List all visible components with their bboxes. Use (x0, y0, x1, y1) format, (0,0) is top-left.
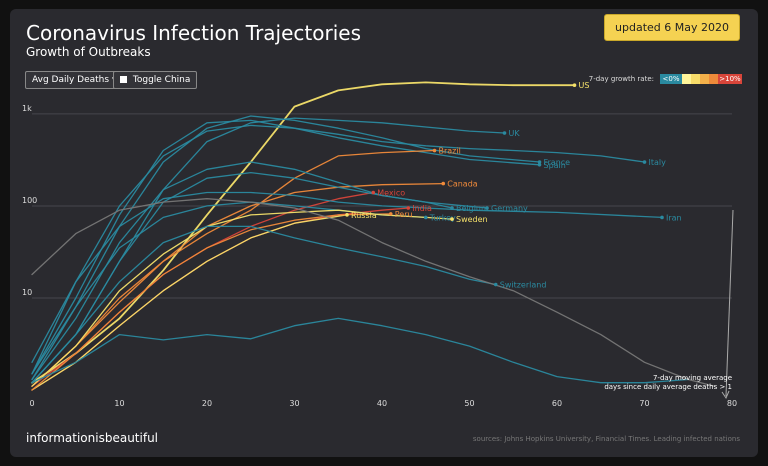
series-label: Spain (544, 161, 566, 170)
y-tick-label: 10 (22, 288, 32, 297)
legend-swatch (682, 74, 691, 84)
y-tick-label: 1k (22, 104, 32, 113)
series-line (31, 198, 716, 387)
updated-badge: updated 6 May 2020 (604, 14, 740, 41)
checkbox-icon (120, 76, 127, 83)
series-line-sweden (31, 209, 453, 387)
x-tick-label: 80 (727, 399, 737, 408)
series-end-dot (493, 282, 498, 287)
series-line (31, 317, 689, 384)
series-end-dot (642, 160, 647, 164)
series-line-switzerland (31, 225, 497, 384)
x-tick-label: 50 (464, 399, 474, 408)
chart-subtitle: Growth of Outbreaks (26, 45, 151, 59)
series-line-uk (31, 117, 506, 384)
series-line-india (31, 207, 409, 391)
toggle-china-label: Toggle China (132, 75, 191, 85)
y-tick-label: 100 (22, 196, 37, 205)
series-label: US (579, 81, 590, 90)
source-credit: sources: Johns Hopkins University, Finan… (472, 435, 740, 443)
series-end-dot (345, 213, 349, 217)
series-end-dot (450, 217, 454, 221)
series-end-dot (450, 206, 454, 210)
series-line-spain (31, 119, 541, 375)
series-end-dot (388, 212, 393, 216)
series-label: Italy (649, 158, 667, 167)
x-tick-label: 40 (377, 399, 387, 408)
legend-swatch (709, 74, 718, 84)
series-line-brazil (31, 149, 436, 387)
series-end-dot (441, 181, 446, 186)
growth-legend-label: 7-day growth rate: (588, 75, 654, 83)
arrow-head-icon (721, 390, 730, 400)
legend-swatch-low: <0% (660, 74, 682, 84)
series-line-russia (31, 214, 348, 391)
metric-select-label: Avg Daily Deaths (32, 75, 110, 85)
chart-title: Coronavirus Infection Trajectories (26, 21, 361, 45)
x-tick-label: 70 (639, 399, 649, 408)
series-end-dot (537, 162, 542, 167)
series-label: Turkey (429, 213, 456, 222)
series-label: Canada (447, 180, 478, 189)
series-end-dot (485, 206, 489, 210)
chart-annotation-line-1: 7-day moving average (653, 374, 732, 382)
series-line-turkey (31, 201, 427, 375)
series-end-dot (502, 131, 507, 135)
annotation-arrow (725, 209, 734, 397)
brand-logo: informationisbeautiful (26, 431, 159, 445)
series-line-iran (31, 191, 663, 375)
series-end-dot (371, 190, 376, 195)
legend-swatch-high: >10% (718, 74, 742, 84)
series-line-us (31, 81, 576, 384)
series-label: Iran (666, 213, 682, 222)
series-line-germany (31, 171, 488, 384)
series-line-canada (31, 182, 444, 387)
series-label: Mexico (377, 188, 405, 197)
series-label: France (544, 158, 571, 167)
legend-swatch (700, 74, 709, 84)
series-label: Switzerland (500, 281, 547, 290)
series-label: UK (509, 129, 521, 138)
x-tick-label: 10 (114, 399, 124, 408)
x-tick-label: 60 (552, 399, 562, 408)
series-label: Peru (395, 210, 413, 219)
x-tick-label: 30 (289, 399, 299, 408)
series-end-dot (537, 160, 542, 164)
series-end-dot (432, 148, 437, 153)
series-label: India (412, 204, 432, 213)
series-label: Germany (491, 204, 528, 213)
series-line-italy (31, 124, 646, 363)
x-tick-label: 20 (202, 399, 212, 408)
series-label: Russia (351, 211, 377, 220)
legend-swatch (691, 74, 700, 84)
series-label: Sweden (456, 215, 488, 224)
toggle-china-button[interactable]: Toggle China (113, 71, 198, 89)
series-end-dot (572, 83, 577, 88)
series-label: Brazil (439, 147, 461, 156)
series-end-dot (660, 215, 664, 220)
series-end-dot (423, 215, 428, 220)
metric-select[interactable]: Avg Daily Deaths ▾ (25, 71, 124, 89)
series-label: Belgium (456, 204, 489, 213)
x-tick-label: 0 (29, 399, 34, 408)
chart-annotation-line-2: days since daily average deaths > 1 (604, 383, 732, 391)
growth-rate-legend: 7-day growth rate: <0% >10% (589, 74, 742, 84)
series-end-dot (406, 206, 411, 210)
series-line-france (31, 115, 541, 381)
